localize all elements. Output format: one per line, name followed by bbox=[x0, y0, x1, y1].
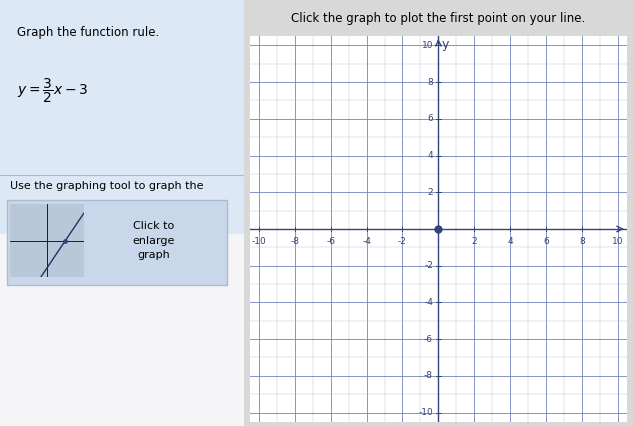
Text: -6: -6 bbox=[326, 237, 335, 246]
Text: -4: -4 bbox=[362, 237, 371, 246]
Text: -2: -2 bbox=[398, 237, 407, 246]
FancyBboxPatch shape bbox=[8, 200, 227, 285]
Text: Graph the function rule.: Graph the function rule. bbox=[17, 26, 160, 39]
Text: 10: 10 bbox=[612, 237, 624, 246]
Text: 6: 6 bbox=[543, 237, 549, 246]
Text: Use the graphing tool to graph the: Use the graphing tool to graph the bbox=[9, 181, 203, 191]
Text: -10: -10 bbox=[252, 237, 266, 246]
Text: 4: 4 bbox=[427, 151, 433, 160]
Text: -2: -2 bbox=[424, 261, 433, 270]
Text: $y = \dfrac{3}{2}x - 3$: $y = \dfrac{3}{2}x - 3$ bbox=[17, 77, 88, 105]
Text: -6: -6 bbox=[424, 335, 433, 344]
Text: y: y bbox=[442, 38, 449, 51]
Bar bbox=[0, 0, 244, 234]
Text: 8: 8 bbox=[579, 237, 585, 246]
Text: -8: -8 bbox=[291, 237, 299, 246]
Text: -10: -10 bbox=[418, 408, 433, 417]
Text: 2: 2 bbox=[427, 188, 433, 197]
Bar bbox=[0, 234, 244, 426]
Text: 2: 2 bbox=[472, 237, 477, 246]
Text: 6: 6 bbox=[427, 114, 433, 123]
Text: 8: 8 bbox=[427, 78, 433, 86]
Text: -4: -4 bbox=[424, 298, 433, 307]
Text: -8: -8 bbox=[424, 371, 433, 380]
Text: 4: 4 bbox=[507, 237, 513, 246]
Text: Click the graph to plot the first point on your line.: Click the graph to plot the first point … bbox=[291, 12, 586, 25]
Text: Click to
enlarge
graph: Click to enlarge graph bbox=[132, 221, 175, 260]
Text: 10: 10 bbox=[422, 41, 433, 50]
